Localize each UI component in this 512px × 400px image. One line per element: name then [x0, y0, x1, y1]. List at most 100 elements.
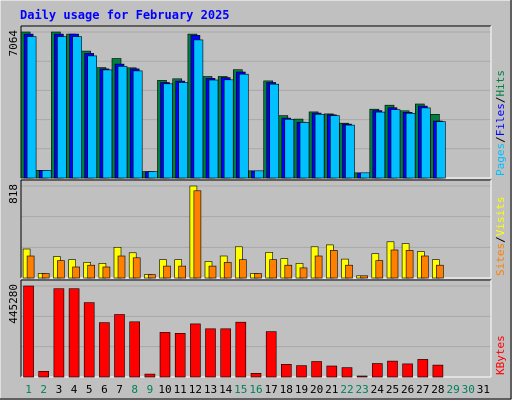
day-label-29: 29: [446, 383, 459, 396]
day-label-3: 3: [56, 383, 63, 396]
bar-kbytes-day-27: [417, 359, 429, 378]
bar-sites-day-1: [26, 255, 35, 279]
panel-hits-files-pages: 7064 Pages/Files/Hits: [7, 25, 507, 179]
bar-sites-day-7: [117, 255, 126, 279]
legend-files: Files: [494, 103, 507, 136]
bar-kbytes-day-19: [296, 365, 307, 378]
bar-kbytes-day-8: [129, 321, 140, 378]
bar-pages-day-13: [208, 79, 219, 179]
bar-pages-day-16: [254, 170, 264, 179]
bar-sites-day-20: [314, 255, 323, 279]
bar-kbytes-day-21: [326, 365, 338, 378]
bar-kbytes-day-3: [53, 288, 65, 378]
day-label-26: 26: [401, 383, 414, 396]
day-label-10: 10: [158, 383, 171, 396]
bar-pages-day-20: [314, 114, 325, 179]
day-label-23: 23: [355, 383, 368, 396]
panel-legend: Pages/Files/Hits: [494, 70, 507, 176]
panel-legend: Sites/Visits: [494, 197, 507, 277]
bar-sites-day-3: [57, 260, 65, 279]
bar-pages-day-2: [41, 170, 52, 179]
bar-kbytes-day-2: [38, 370, 50, 378]
chart-panels: 7064 Pages/Files/Hits 818 Sites/Visits 44528…: [7, 25, 507, 378]
day-label-30: 30: [462, 383, 475, 396]
bar-pages-day-4: [72, 36, 82, 179]
day-label-9: 9: [147, 383, 154, 396]
panel-max-label: 445280: [7, 284, 20, 324]
bar-sites-day-23: [360, 275, 368, 279]
bar-pages-day-19: [299, 122, 310, 179]
bar-pages-day-25: [390, 109, 401, 179]
bar-sites-day-11: [178, 265, 186, 279]
bar-sites-day-10: [163, 265, 171, 279]
bar-pages-day-21: [329, 115, 340, 179]
legend-separator: /: [494, 136, 507, 143]
day-label-24: 24: [371, 383, 385, 396]
bar-pages-day-1: [26, 36, 37, 179]
bar-pages-day-27: [420, 107, 431, 179]
bar-sites-day-8: [132, 257, 141, 279]
day-label-15: 15: [234, 383, 247, 396]
bar-kbytes-day-1: [23, 285, 34, 378]
bar-sites-day-5: [87, 264, 95, 279]
bar-pages-day-28: [436, 121, 446, 179]
bar-pages-day-18: [284, 119, 295, 179]
day-label-25: 25: [386, 383, 399, 396]
day-label-7: 7: [116, 383, 123, 396]
bar-pages-day-12: [193, 39, 204, 179]
day-label-1: 1: [25, 383, 32, 396]
bar-sites-day-12: [193, 190, 202, 279]
day-labels: 1 2 3 4 5 6 7 8 9 10 11 12 13 14 15 16 17 18 19 20 21 22 23 24 2…: [25, 383, 490, 396]
bar-pages-day-10: [163, 83, 173, 179]
bar-kbytes-day-17: [265, 331, 277, 378]
bar-kbytes-day-5: [83, 302, 95, 378]
bar-pages-day-24: [375, 111, 386, 179]
panel-max-label: 7064: [7, 30, 20, 57]
legend-kbytes: KBytes: [494, 335, 507, 375]
day-label-17: 17: [265, 383, 278, 396]
day-label-13: 13: [204, 383, 217, 396]
bar-sites-day-22: [345, 264, 353, 279]
bar-kbytes-day-18: [280, 363, 292, 378]
bar-kbytes-day-7: [114, 314, 125, 378]
bar-kbytes-day-10: [159, 332, 171, 378]
legend-separator: /: [494, 236, 507, 243]
panel-max-label: 818: [7, 184, 20, 204]
day-label-12: 12: [189, 383, 202, 396]
bar-sites-day-17: [269, 259, 278, 279]
bar-kbytes-day-22: [341, 367, 353, 378]
bar-kbytes-day-16: [250, 372, 262, 378]
bar-sites-day-15: [239, 259, 247, 279]
day-label-28: 28: [431, 383, 444, 396]
bar-kbytes-day-9: [144, 373, 156, 378]
bar-sites-day-28: [436, 264, 444, 279]
bar-pages-day-11: [178, 82, 188, 179]
bar-sites-day-9: [148, 274, 156, 279]
bar-pages-day-6: [102, 69, 113, 179]
bar-sites-day-21: [329, 250, 338, 279]
bar-pages-day-8: [132, 70, 143, 179]
day-label-16: 16: [249, 383, 262, 396]
bar-kbytes-day-23: [356, 375, 368, 378]
bar-sites-day-25: [390, 249, 399, 279]
bar-sites-day-24: [375, 260, 384, 279]
bar-pages-day-22: [345, 124, 355, 179]
day-label-6: 6: [101, 383, 108, 396]
day-label-27: 27: [416, 383, 429, 396]
panel-legend: KBytes: [494, 335, 507, 375]
day-label-21: 21: [325, 383, 338, 396]
day-label-20: 20: [310, 383, 323, 396]
bar-kbytes-day-4: [68, 288, 80, 378]
bar-kbytes-day-14: [220, 328, 231, 378]
bar-sites-day-2: [41, 273, 50, 279]
chart-title: Daily usage for February 2025: [20, 8, 230, 22]
legend-sites: Sites: [494, 243, 507, 276]
panel-visits-sites: 818 Sites/Visits: [7, 179, 507, 279]
bar-pages-day-17: [269, 83, 280, 179]
legend-separator: /: [494, 97, 507, 104]
bar-pages-day-26: [405, 113, 416, 179]
bar-sites-day-16: [254, 273, 262, 279]
day-label-4: 4: [71, 383, 78, 396]
bar-kbytes-day-6: [99, 322, 110, 378]
bar-sites-day-19: [299, 267, 308, 279]
